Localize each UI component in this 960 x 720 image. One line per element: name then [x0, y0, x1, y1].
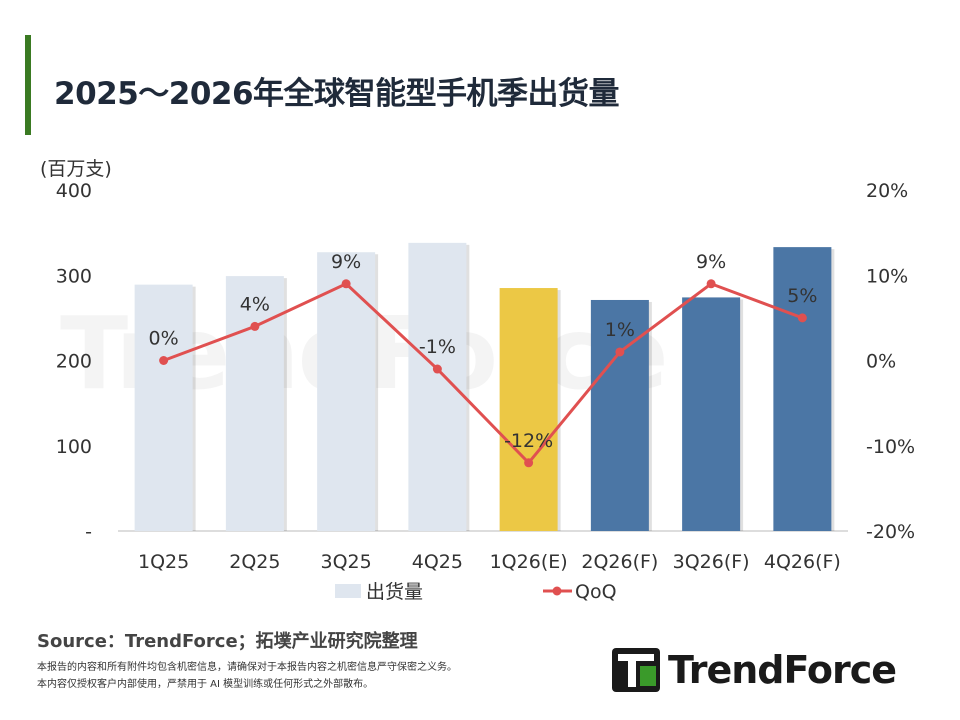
source: Source：TrendForce；拓墣产业研究院整理 [37, 631, 418, 652]
y2-tick-label: 20% [866, 180, 908, 202]
qoq-point [615, 347, 625, 357]
qoq-point [341, 279, 351, 289]
x-tick-label: 1Q25 [138, 551, 189, 573]
bar-3Q25 [317, 252, 376, 532]
bar-1Q25 [134, 284, 193, 531]
bar-4Q26(F) [773, 247, 832, 531]
x-tick-label: 3Q26(F) [673, 551, 750, 573]
y-axis-unit: (百万支) [40, 158, 112, 180]
x-tick-label: 3Q25 [321, 551, 372, 573]
x-tick-label: 4Q26(F) [764, 551, 841, 573]
qoq-line [163, 281, 803, 466]
y-tick-label: 100 [56, 436, 92, 458]
legend-bar-swatch [335, 584, 361, 598]
chart-title: 2025～2026年全球智能型手机季出货量 [54, 76, 620, 112]
qoq-point [706, 279, 716, 289]
legend-line-label: QoQ [575, 581, 617, 603]
qoq-data-label: 5% [787, 285, 817, 307]
bar-1Q26(E) [499, 288, 558, 531]
x-tick-label: 1Q26(E) [490, 551, 568, 573]
qoq-point [797, 313, 807, 323]
qoq-data-label: -12% [504, 430, 553, 452]
y-tick-label: - [85, 521, 92, 543]
bar-3Q26(F) [682, 297, 741, 531]
qoq-point [524, 458, 534, 468]
chart: - 100 200 300 400 -20% -10% 0% 10% 20% 1Q25 2Q25 3Q2… [56, 180, 915, 603]
confidential-note: 本报告的内容和所有附件均包含机密信息，请确保对于本报告内容之机密信息严守保密之义… [37, 662, 457, 673]
qoq-point [159, 356, 169, 365]
legend-line-marker [552, 586, 562, 596]
x-tick-label: 2Q26(F) [581, 551, 658, 573]
y2-tick-label: 10% [866, 265, 908, 287]
legend-bar-label: 出货量 [366, 581, 423, 603]
logo-text: TrendForce [668, 648, 897, 692]
bar-4Q25 [408, 242, 467, 532]
y2-tick-label: 0% [866, 351, 896, 373]
title-accent-bar [25, 35, 31, 135]
logo-icon [612, 648, 660, 692]
usage-note: 本内容仅授权客户内部使用，严禁用于 AI 模型训练或任何形式之外部散布。 [37, 679, 374, 690]
y-tick-label: 400 [56, 180, 92, 202]
qoq-data-label: 1% [605, 319, 635, 341]
qoq-data-label: 9% [331, 251, 361, 273]
y-tick-label: 300 [56, 265, 92, 287]
qoq-point [250, 321, 260, 331]
qoq-data-label: 4% [240, 293, 270, 315]
y2-tick-label: -20% [866, 521, 915, 543]
y2-tick-label: -10% [866, 436, 915, 458]
qoq-data-label: 9% [696, 251, 726, 273]
x-tick-label: 4Q25 [412, 551, 463, 573]
qoq-data-label: -1% [419, 336, 456, 358]
qoq-data-label: 0% [149, 328, 179, 350]
trendforce-logo: TrendForce [612, 648, 897, 692]
y-tick-label: 200 [56, 351, 92, 373]
x-tick-label: 2Q25 [229, 551, 280, 573]
qoq-point [432, 364, 442, 374]
